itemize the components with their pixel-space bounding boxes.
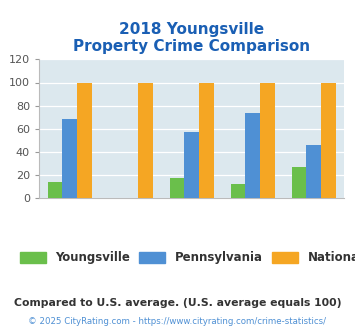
Bar (77, 82, 92, 198)
Bar (184, 132, 199, 198)
Bar (321, 82, 336, 198)
Bar (48, 182, 62, 198)
Legend: Youngsville, Pennsylvania, National: Youngsville, Pennsylvania, National (14, 246, 355, 270)
Text: Compared to U.S. average. (U.S. average equals 100): Compared to U.S. average. (U.S. average … (14, 298, 341, 308)
Bar (199, 82, 214, 198)
Bar (260, 82, 275, 198)
Bar (138, 82, 153, 198)
Bar (292, 167, 306, 198)
Bar (306, 145, 321, 198)
Bar (62, 119, 77, 198)
Bar (245, 113, 260, 198)
Bar (231, 184, 245, 198)
Title: 2018 Youngsville
Property Crime Comparison: 2018 Youngsville Property Crime Comparis… (73, 22, 310, 54)
Bar (170, 178, 184, 198)
Text: © 2025 CityRating.com - https://www.cityrating.com/crime-statistics/: © 2025 CityRating.com - https://www.city… (28, 317, 327, 326)
